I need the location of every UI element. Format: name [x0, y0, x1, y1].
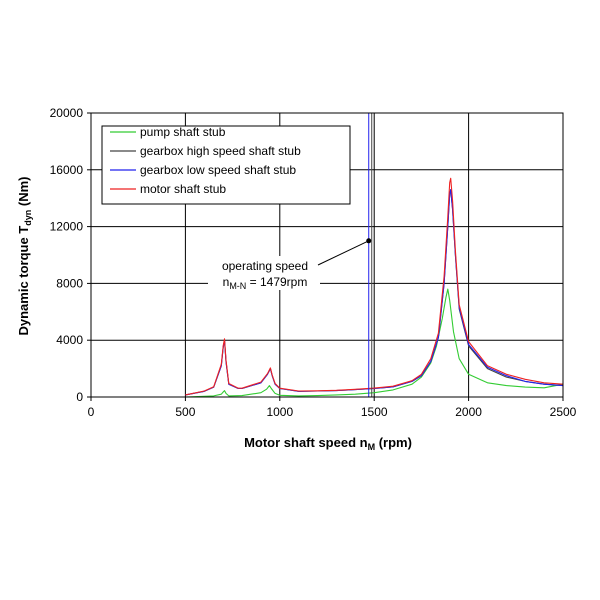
series-lines	[185, 177, 564, 398]
x-axis-title-unit: (rpm)	[375, 435, 412, 450]
x-tick-label: 0	[88, 405, 95, 419]
y-axis-ticks: 0 4000 8000 12000 16000 20000	[50, 106, 91, 404]
y-axis-title-unit: (Nm)	[16, 176, 31, 209]
operating-speed-lines	[368, 113, 373, 397]
formula-prefix: n	[223, 275, 230, 289]
operating-speed-label: operating speed	[222, 259, 308, 273]
operating-speed-annotation: operating speed nM-N = 1479rpm	[208, 238, 372, 291]
y-tick-label: 8000	[56, 276, 83, 290]
operating-speed-marker	[366, 238, 372, 244]
annotation-background	[208, 256, 320, 290]
y-tick-label: 0	[76, 390, 83, 404]
y-tick-label: 4000	[56, 333, 83, 347]
x-axis-ticks: 0 500 1000 1500 2000 2500	[88, 397, 577, 419]
x-axis-title-main: Motor shaft speed n	[244, 435, 368, 450]
annotation-leader-line	[317, 240, 369, 266]
legend-label: gearbox low speed shaft stub	[140, 163, 296, 177]
legend-items: pump shaft stub gearbox high speed shaft …	[110, 125, 301, 196]
y-axis-title-sub: dyn	[23, 210, 33, 226]
legend-box	[101, 125, 351, 205]
x-tick-label: 500	[175, 405, 195, 419]
operating-speed-formula: nM-N = 1479rpm	[223, 275, 308, 291]
legend: pump shaft stub gearbox high speed shaft …	[101, 125, 351, 205]
y-axis-title-main: Dynamic torque T	[16, 226, 31, 336]
formula-sub: M-N	[229, 281, 246, 291]
legend-label: pump shaft stub	[140, 125, 226, 139]
y-tick-label: 12000	[50, 220, 84, 234]
plot-area-frame	[90, 112, 564, 398]
y-tick-label: 16000	[50, 163, 84, 177]
x-axis-title: Motor shaft speed nM (rpm)	[244, 435, 412, 452]
y-tick-label: 20000	[50, 106, 84, 120]
x-tick-label: 2000	[455, 405, 482, 419]
x-axis-title-sub: M	[368, 442, 376, 452]
series-line-3	[185, 177, 564, 396]
x-tick-label: 1500	[361, 405, 388, 419]
x-tick-label: 1000	[266, 405, 293, 419]
x-tick-label: 2500	[550, 405, 577, 419]
y-axis-title: Dynamic torque Tdyn (Nm)	[16, 176, 33, 335]
series-line-0	[185, 288, 564, 398]
legend-label: gearbox high speed shaft stub	[140, 144, 301, 158]
formula-suffix: = 1479rpm	[246, 275, 307, 289]
legend-label: motor shaft stub	[140, 182, 226, 196]
